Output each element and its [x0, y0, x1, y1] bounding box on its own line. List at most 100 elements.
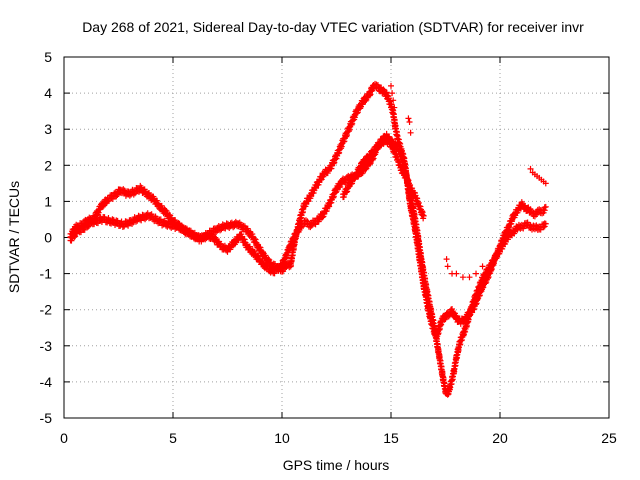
data-point: [479, 263, 486, 270]
data-point: [398, 147, 405, 154]
data-point: [542, 220, 549, 227]
data-point: [343, 132, 350, 139]
data-point: [278, 264, 285, 271]
data-point: [99, 203, 106, 210]
data-point: [407, 129, 414, 136]
data-point: [130, 191, 137, 198]
data-point: [346, 126, 353, 133]
x-tick-label: 10: [274, 430, 290, 446]
data-point: [443, 256, 450, 263]
data-point: [541, 207, 548, 214]
data-point: [541, 223, 548, 230]
y-tick-label: -5: [40, 410, 53, 426]
data-point: [185, 231, 192, 238]
data-point: [459, 274, 466, 281]
data-point: [438, 321, 445, 328]
data-point: [330, 193, 337, 200]
data-point: [370, 149, 377, 156]
data-point: [444, 263, 451, 270]
data-point: [488, 263, 495, 270]
y-tick-label: 1: [44, 193, 52, 209]
data-point: [100, 202, 107, 209]
data-point: [343, 189, 350, 196]
data-point: [359, 170, 366, 177]
data-point: [388, 82, 394, 89]
data-point: [72, 233, 79, 240]
data-point: [453, 270, 460, 277]
data-point: [331, 159, 338, 166]
y-tick-label: -1: [40, 266, 53, 282]
data-point: [349, 180, 356, 187]
data-point: [132, 218, 139, 225]
data-point: [390, 97, 397, 104]
x-tick-label: 0: [60, 430, 68, 446]
data-point: [333, 155, 340, 162]
data-point: [353, 172, 360, 179]
x-tick-label: 20: [492, 430, 508, 446]
data-point: [336, 149, 343, 156]
data-point: [362, 98, 369, 105]
data-points: [67, 80, 549, 398]
data-point: [155, 220, 162, 227]
series-middle-arc: [340, 136, 427, 222]
data-point: [367, 154, 374, 161]
data-point: [217, 227, 224, 234]
data-point: [359, 101, 366, 108]
data-point: [354, 109, 361, 116]
x-axis-label: GPS time / hours: [283, 457, 390, 473]
data-point: [542, 203, 549, 210]
data-point: [441, 316, 448, 323]
data-point: [540, 224, 547, 231]
data-point: [126, 192, 133, 199]
data-point: [338, 143, 345, 150]
data-point: [405, 115, 412, 122]
data-point: [366, 161, 373, 168]
data-point: [328, 199, 335, 206]
data-point: [362, 159, 369, 166]
y-tick-label: 2: [44, 157, 52, 173]
data-point: [310, 189, 317, 196]
y-tick-label: -2: [40, 302, 53, 318]
data-point: [362, 166, 369, 173]
data-point: [340, 194, 347, 201]
data-point: [406, 118, 413, 125]
data-point: [363, 165, 370, 172]
data-point: [95, 209, 102, 216]
series-scattered-points: [388, 82, 549, 281]
data-point: [374, 146, 381, 153]
data-point: [202, 236, 209, 243]
data-point: [296, 227, 303, 234]
data-point: [356, 167, 363, 174]
data-point: [337, 183, 344, 190]
axis-ticks: [63, 56, 610, 419]
data-point: [332, 189, 339, 196]
y-tick-label: -3: [40, 338, 53, 354]
data-point: [445, 313, 452, 320]
y-axis-tick-labels: -5 -4 -3 -2 -1 0 1 2 3 4 5: [40, 49, 53, 426]
data-point: [351, 114, 358, 121]
y-tick-label: 5: [44, 49, 52, 65]
data-point: [348, 121, 355, 128]
data-point: [313, 185, 320, 192]
data-point: [308, 193, 315, 200]
data-point: [349, 117, 356, 124]
data-point: [442, 316, 449, 323]
data-point: [323, 207, 330, 214]
data-point: [375, 144, 382, 151]
data-point: [485, 268, 492, 275]
data-point: [349, 120, 356, 127]
x-tick-label: 25: [601, 430, 617, 446]
y-axis-label: SDTVAR / TECUs: [6, 181, 22, 293]
data-point: [361, 160, 368, 167]
data-point: [482, 272, 489, 279]
data-point: [344, 188, 351, 195]
data-point: [367, 160, 374, 167]
data-point: [473, 270, 480, 277]
data-point: [328, 165, 335, 172]
data-point: [420, 212, 427, 219]
y-tick-label: 4: [44, 85, 52, 101]
data-point: [341, 138, 348, 145]
data-point: [109, 196, 116, 203]
data-point: [542, 180, 549, 187]
data-point: [479, 278, 486, 285]
